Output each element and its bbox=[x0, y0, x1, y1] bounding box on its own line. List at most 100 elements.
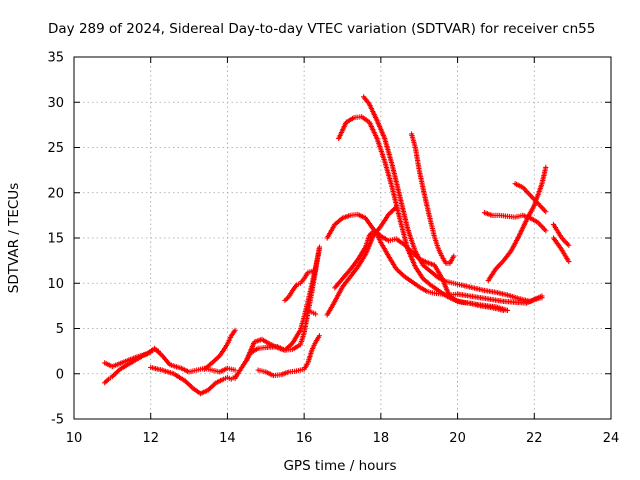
x-tick-label: 24 bbox=[603, 431, 620, 446]
data-point-fill bbox=[191, 386, 202, 396]
data-point-fill bbox=[433, 290, 443, 297]
data-point-fill bbox=[509, 235, 521, 252]
data-point-fill bbox=[495, 290, 509, 298]
series-arc-9 bbox=[305, 307, 319, 317]
data-point-fill bbox=[211, 368, 221, 375]
data-point-fill bbox=[551, 236, 559, 245]
data-point-fill bbox=[290, 329, 303, 345]
data-point-fill bbox=[559, 236, 567, 243]
data-point-fill bbox=[521, 186, 532, 197]
data-point-fill bbox=[233, 370, 241, 380]
data-point-fill bbox=[237, 359, 249, 374]
x-tick-label: 12 bbox=[142, 431, 159, 446]
data-point-fill bbox=[301, 311, 311, 334]
data-point-fill bbox=[390, 187, 403, 221]
data-point-fill bbox=[551, 223, 559, 232]
x-tick-label: 20 bbox=[449, 431, 466, 446]
data-point-fill bbox=[196, 366, 206, 373]
data-point-fill bbox=[413, 146, 422, 172]
data-point-fill bbox=[379, 241, 391, 258]
data-point-fill bbox=[445, 294, 455, 302]
data-point-fill bbox=[199, 388, 210, 396]
data-point-fill bbox=[424, 204, 433, 223]
x-tick-label: 14 bbox=[219, 431, 236, 446]
data-point-fill bbox=[536, 202, 548, 213]
data-point-fill bbox=[536, 221, 548, 232]
y-tick-label: 30 bbox=[47, 96, 64, 111]
data-point-fill bbox=[284, 346, 294, 353]
x-tick-label: 16 bbox=[296, 431, 313, 446]
data-point-fill bbox=[356, 245, 368, 261]
data-point-fill bbox=[287, 289, 295, 298]
data-point bbox=[316, 244, 323, 250]
data-point-fill bbox=[360, 115, 371, 124]
data-point-fill bbox=[206, 381, 218, 392]
data-point-fill bbox=[362, 95, 371, 106]
data-point-fill bbox=[229, 329, 237, 337]
data-point-fill bbox=[288, 368, 298, 375]
data-point-fill bbox=[122, 355, 137, 364]
data-point-fill bbox=[103, 361, 114, 369]
data-point-fill bbox=[432, 236, 441, 250]
data-point-fill bbox=[283, 341, 294, 352]
data-point-fill bbox=[402, 274, 413, 283]
data-point bbox=[232, 367, 238, 373]
data-point-fill bbox=[356, 253, 368, 269]
data-point-fill bbox=[379, 234, 390, 243]
data-point-fill bbox=[555, 242, 563, 251]
data-point-fill bbox=[563, 254, 571, 263]
data-point-fill bbox=[345, 115, 356, 124]
series-arc-16 bbox=[481, 210, 549, 234]
series-arc-3 bbox=[148, 364, 238, 397]
data-point-fill bbox=[555, 229, 563, 239]
data-point-fill bbox=[382, 160, 395, 190]
data-point-fill bbox=[280, 369, 290, 377]
data-point-fill bbox=[299, 277, 306, 285]
data-point-fill bbox=[309, 268, 318, 294]
data-point-fill bbox=[421, 277, 432, 287]
data-point bbox=[155, 348, 161, 354]
data-point-fill bbox=[417, 169, 426, 190]
y-tick-label: 15 bbox=[47, 232, 64, 247]
series-arc-18 bbox=[512, 181, 549, 215]
data-point-fill bbox=[353, 114, 363, 120]
data-point-fill bbox=[486, 267, 498, 282]
data-point-fill bbox=[325, 300, 337, 316]
data-point-fill bbox=[390, 164, 403, 199]
data-point-fill bbox=[363, 234, 372, 248]
data-point-fill bbox=[367, 102, 379, 122]
data-point bbox=[566, 258, 572, 265]
data-point-fill bbox=[305, 349, 314, 364]
data-point-fill bbox=[397, 196, 410, 230]
data-point-fill bbox=[506, 213, 516, 220]
data-point-fill bbox=[348, 258, 360, 271]
data-point-fill bbox=[333, 285, 345, 303]
data-point-fill bbox=[529, 294, 543, 304]
data-point-fill bbox=[363, 216, 375, 231]
y-tick-label: 0 bbox=[56, 367, 64, 382]
data-point-fill bbox=[445, 279, 455, 286]
y-tick-label: 25 bbox=[47, 141, 64, 156]
x-axis-label: GPS time / hours bbox=[283, 458, 396, 474]
data-point-fill bbox=[272, 372, 282, 378]
x-tick-label: 18 bbox=[373, 431, 390, 446]
data-point-fill bbox=[295, 367, 305, 374]
data-point bbox=[566, 242, 572, 248]
series-arc-7 bbox=[255, 333, 323, 379]
plot-frame bbox=[73, 56, 612, 420]
data-point-fill bbox=[264, 370, 275, 378]
data-point-fill bbox=[214, 377, 225, 385]
data-point-fill bbox=[491, 297, 505, 304]
y-tick-label: 5 bbox=[56, 322, 64, 337]
data-point-fill bbox=[188, 368, 198, 375]
data-point-fill bbox=[368, 230, 375, 237]
chart-title: Day 289 of 2024, Sidereal Day-to-day VTE… bbox=[48, 21, 595, 37]
data-point-fill bbox=[310, 341, 318, 352]
data-point-fill bbox=[429, 269, 440, 280]
data-point-fill bbox=[183, 379, 195, 390]
data-point-fill bbox=[367, 121, 379, 140]
data-point-fill bbox=[375, 233, 383, 244]
data-point-fill bbox=[314, 334, 322, 344]
series-arc-20 bbox=[550, 235, 572, 265]
data-point-fill bbox=[291, 283, 299, 292]
